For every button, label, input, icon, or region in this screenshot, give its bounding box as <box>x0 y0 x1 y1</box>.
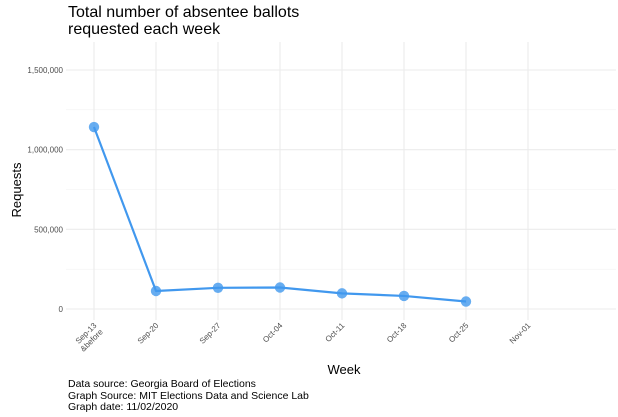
y-tick-label: 500,000 <box>34 225 63 234</box>
x-tick-label-line: Sep-27 <box>198 321 223 346</box>
x-tick-label: Oct-25 <box>447 321 471 345</box>
data-point <box>88 121 100 133</box>
caption-data-source: Data source: Georgia Board of Elections <box>68 378 256 390</box>
y-tick-label: 0 <box>59 305 64 314</box>
data-point <box>460 296 472 307</box>
x-tick-label: Sep-13&before <box>74 321 105 354</box>
caption-graph-date: Graph date: 11/02/2020 <box>68 401 179 413</box>
x-tick-label-line: Oct-11 <box>323 321 346 344</box>
y-tick-label: 1,500,000 <box>27 66 63 75</box>
data-point <box>398 290 410 302</box>
data-point <box>336 288 348 299</box>
data-point <box>150 285 162 297</box>
x-tick-label: Oct-18 <box>385 321 409 345</box>
data-point <box>274 282 286 293</box>
x-tick-label: Sep-27 <box>198 321 223 346</box>
x-tick-label: Oct-04 <box>261 321 285 345</box>
data-points <box>88 121 472 307</box>
y-axis-tick-labels: 0 500,000 1,000,000 1,500,000 <box>27 66 63 314</box>
chart-title: Total number of absentee ballots request… <box>68 4 300 38</box>
x-tick-label: Sep-20 <box>136 321 161 346</box>
x-axis-title: Week <box>328 362 361 377</box>
caption-graph-source: Graph Source: MIT Elections Data and Sci… <box>68 389 309 402</box>
x-axis-tick-labels: Sep-13&before Sep-20 Sep-27 Oct-04 Oct-11 Oct… <box>74 321 533 354</box>
x-tick-label: Oct-11 <box>323 321 346 344</box>
caption: Data source: Georgia Board of Elections … <box>68 378 309 414</box>
x-tick-label-line: Oct-18 <box>385 321 409 345</box>
x-tick-label-line: Sep-20 <box>136 321 161 346</box>
x-tick-label: Nov-01 <box>508 321 533 346</box>
x-tick-label-line: Nov-01 <box>508 321 533 346</box>
data-point <box>212 282 224 294</box>
grid-lines <box>66 42 616 320</box>
x-tick-label-line: Oct-04 <box>261 321 285 345</box>
x-tick-label-line: Oct-25 <box>447 321 471 345</box>
y-tick-label: 1,000,000 <box>27 146 63 155</box>
y-axis-title: Requests <box>9 162 24 217</box>
